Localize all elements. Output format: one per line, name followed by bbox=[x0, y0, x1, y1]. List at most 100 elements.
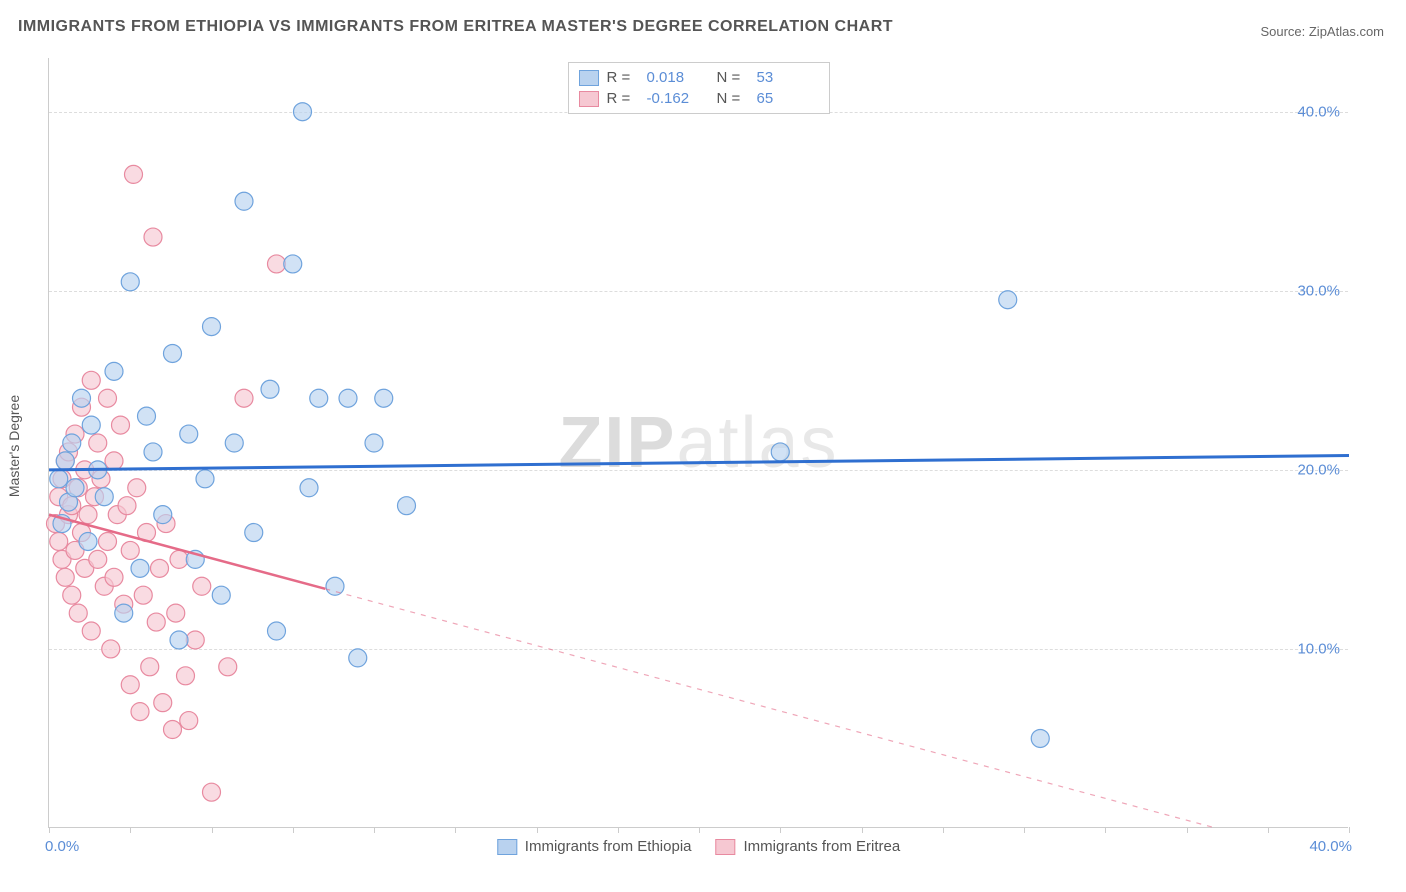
scatter-point bbox=[186, 631, 204, 649]
scatter-point bbox=[63, 586, 81, 604]
scatter-point bbox=[261, 380, 279, 398]
x-tick-mark bbox=[374, 827, 375, 833]
scatter-point bbox=[365, 434, 383, 452]
x-tick-mark bbox=[1187, 827, 1188, 833]
scatter-point bbox=[115, 604, 133, 622]
scatter-point bbox=[294, 103, 312, 121]
x-tick-mark bbox=[293, 827, 294, 833]
scatter-point bbox=[105, 362, 123, 380]
scatter-point bbox=[203, 318, 221, 336]
x-tick-mark bbox=[1349, 827, 1350, 833]
n-value-0: 53 bbox=[757, 69, 819, 86]
legend-stats: R = 0.018 N = 53 R = -0.162 N = 65 bbox=[568, 62, 830, 114]
scatter-point bbox=[89, 434, 107, 452]
scatter-point bbox=[69, 604, 87, 622]
scatter-point bbox=[999, 291, 1017, 309]
scatter-point bbox=[375, 389, 393, 407]
swatch-ethiopia bbox=[497, 839, 517, 855]
x-tick-mark bbox=[1268, 827, 1269, 833]
scatter-point bbox=[56, 452, 74, 470]
scatter-point bbox=[99, 532, 117, 550]
legend-item-eritrea: Immigrants from Eritrea bbox=[716, 838, 901, 855]
scatter-point bbox=[203, 783, 221, 801]
scatter-point bbox=[339, 389, 357, 407]
scatter-point bbox=[134, 586, 152, 604]
x-tick-mark bbox=[455, 827, 456, 833]
scatter-point bbox=[212, 586, 230, 604]
plot-area: ZIPatlas R = 0.018 N = 53 R = -0.162 N =… bbox=[48, 58, 1348, 828]
scatter-point bbox=[1031, 729, 1049, 747]
series-name-0: Immigrants from Ethiopia bbox=[525, 838, 692, 855]
scatter-point bbox=[128, 479, 146, 497]
r-label: R = bbox=[607, 69, 639, 86]
scatter-point bbox=[118, 497, 136, 515]
chart-title: IMMIGRANTS FROM ETHIOPIA VS IMMIGRANTS F… bbox=[18, 18, 893, 36]
x-tick-mark bbox=[1024, 827, 1025, 833]
swatch-eritrea bbox=[716, 839, 736, 855]
y-tick-label: 20.0% bbox=[1297, 461, 1340, 478]
scatter-point bbox=[771, 443, 789, 461]
scatter-point bbox=[219, 658, 237, 676]
scatter-point bbox=[112, 416, 130, 434]
scatter-point bbox=[326, 577, 344, 595]
scatter-point bbox=[147, 613, 165, 631]
x-tick-mark bbox=[130, 827, 131, 833]
scatter-point bbox=[300, 479, 318, 497]
scatter-point bbox=[99, 389, 117, 407]
scatter-point bbox=[63, 434, 81, 452]
x-tick-left: 0.0% bbox=[45, 838, 79, 855]
legend-stats-row-0: R = 0.018 N = 53 bbox=[579, 67, 819, 88]
scatter-point bbox=[310, 389, 328, 407]
x-tick-mark bbox=[212, 827, 213, 833]
scatter-point bbox=[268, 255, 286, 273]
scatter-point bbox=[131, 703, 149, 721]
x-tick-mark bbox=[618, 827, 619, 833]
x-tick-mark bbox=[862, 827, 863, 833]
scatter-point bbox=[235, 389, 253, 407]
scatter-point bbox=[180, 425, 198, 443]
scatter-point bbox=[138, 407, 156, 425]
trend-line bbox=[49, 515, 325, 589]
scatter-point bbox=[349, 649, 367, 667]
swatch-eritrea bbox=[579, 91, 599, 107]
x-tick-right: 40.0% bbox=[1309, 838, 1352, 855]
scatter-point bbox=[66, 479, 84, 497]
x-tick-mark bbox=[699, 827, 700, 833]
scatter-point bbox=[79, 532, 97, 550]
scatter-point bbox=[125, 165, 143, 183]
trend-line-dashed bbox=[325, 589, 1215, 828]
source-label: Source: ZipAtlas.com bbox=[1260, 24, 1384, 39]
series-name-1: Immigrants from Eritrea bbox=[744, 838, 901, 855]
trend-line bbox=[49, 456, 1349, 470]
scatter-point bbox=[50, 470, 68, 488]
scatter-point bbox=[105, 452, 123, 470]
scatter-point bbox=[398, 497, 416, 515]
scatter-point bbox=[82, 622, 100, 640]
scatter-point bbox=[144, 228, 162, 246]
scatter-point bbox=[121, 541, 139, 559]
x-tick-mark bbox=[537, 827, 538, 833]
scatter-point bbox=[82, 416, 100, 434]
legend-stats-row-1: R = -0.162 N = 65 bbox=[579, 88, 819, 109]
scatter-point bbox=[268, 622, 286, 640]
r-value-1: -0.162 bbox=[647, 90, 709, 107]
scatter-point bbox=[121, 676, 139, 694]
scatter-point bbox=[89, 550, 107, 568]
scatter-point bbox=[56, 568, 74, 586]
scatter-point bbox=[82, 371, 100, 389]
scatter-point bbox=[196, 470, 214, 488]
chart-svg bbox=[49, 58, 1348, 827]
n-label: N = bbox=[717, 90, 749, 107]
scatter-point bbox=[154, 506, 172, 524]
scatter-point bbox=[144, 443, 162, 461]
y-tick-label: 30.0% bbox=[1297, 282, 1340, 299]
scatter-point bbox=[164, 721, 182, 739]
y-tick-label: 40.0% bbox=[1297, 103, 1340, 120]
scatter-point bbox=[121, 273, 139, 291]
scatter-point bbox=[131, 559, 149, 577]
scatter-point bbox=[167, 604, 185, 622]
legend-series: Immigrants from Ethiopia Immigrants from… bbox=[497, 838, 900, 855]
scatter-point bbox=[193, 577, 211, 595]
scatter-point bbox=[245, 524, 263, 542]
r-value-0: 0.018 bbox=[647, 69, 709, 86]
